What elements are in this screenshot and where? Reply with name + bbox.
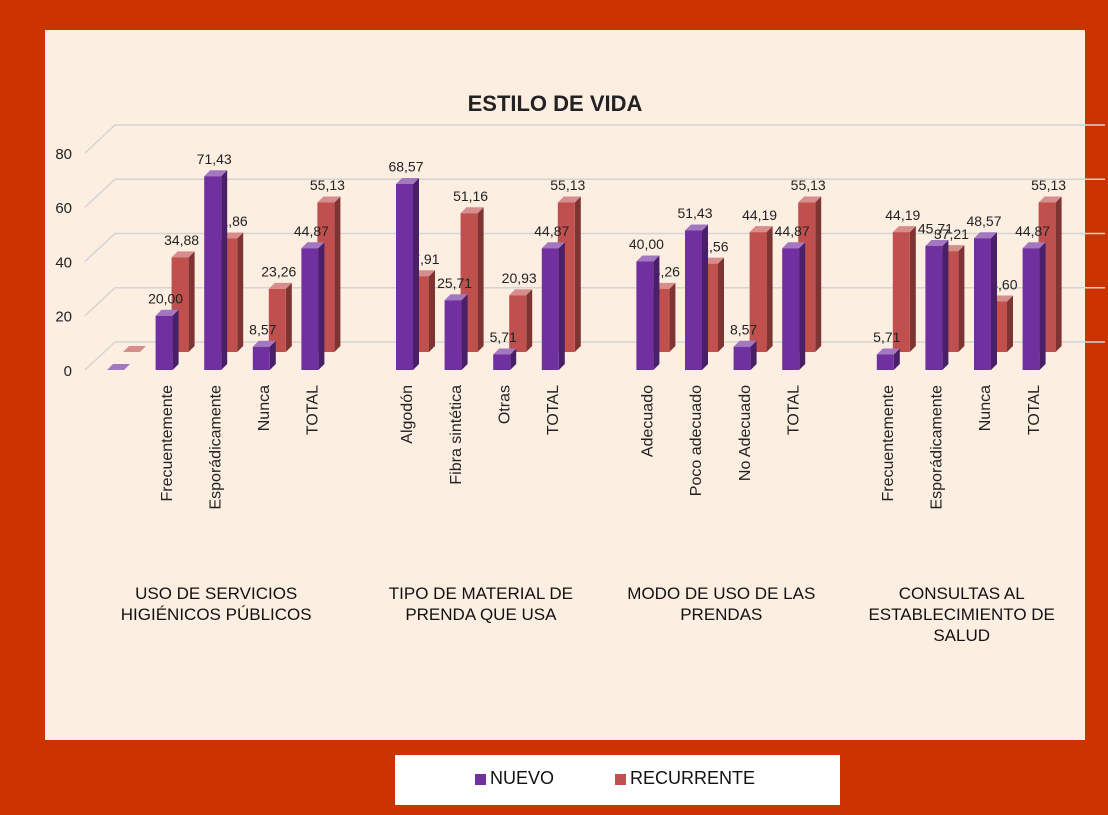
bar — [268, 282, 292, 352]
value-label: 44,87 — [534, 223, 569, 239]
value-label: 44,87 — [775, 223, 810, 239]
x-tick-label: No Adecuado — [737, 385, 754, 481]
bar — [782, 242, 806, 370]
value-label: 23,26 — [261, 264, 296, 280]
bar — [876, 348, 900, 370]
legend-swatch — [475, 774, 486, 785]
value-label: 44,87 — [1015, 223, 1050, 239]
bar — [444, 294, 468, 370]
plot-panel — [45, 30, 1085, 740]
value-label: 51,16 — [453, 188, 488, 204]
x-tick-label: Esporádicamente — [207, 385, 224, 510]
bar — [541, 242, 565, 370]
value-label: 8,57 — [249, 321, 276, 337]
bar — [107, 364, 130, 370]
bar — [123, 346, 146, 352]
bar — [396, 178, 419, 370]
grid-line — [84, 341, 1105, 371]
x-tick-label: TOTAL — [1026, 385, 1043, 435]
x-tick-label: Frecuentemente — [159, 385, 176, 502]
x-tick-label: Nunca — [256, 385, 273, 431]
value-label: 44,19 — [742, 207, 777, 223]
bar — [1022, 242, 1046, 370]
value-label: 40,00 — [629, 236, 664, 252]
bar — [733, 340, 757, 370]
x-tick-label: TOTAL — [545, 385, 562, 435]
value-label: 20,93 — [502, 270, 537, 286]
bar — [974, 232, 997, 370]
value-label: 55,13 — [550, 177, 585, 193]
legend-label: RECURRENTE — [630, 768, 756, 788]
bar — [204, 170, 228, 370]
value-label: 44,19 — [885, 207, 920, 223]
bar — [685, 224, 708, 370]
y-tick-label: 80 — [55, 146, 72, 163]
bar — [252, 340, 276, 370]
group-label: MODO DE USO DE LAS PRENDAS — [627, 584, 816, 624]
grid-line — [84, 287, 1105, 317]
x-tick-label: Algodón — [399, 385, 416, 444]
grid-line — [84, 178, 1105, 208]
y-tick-label: 0 — [64, 363, 72, 380]
bar — [636, 255, 660, 370]
value-label: 45,71 — [918, 221, 953, 237]
bar — [925, 240, 949, 370]
bar — [509, 289, 533, 352]
value-label: 55,13 — [310, 177, 345, 193]
value-label: 48,57 — [966, 213, 1001, 229]
x-tick-label: Frecuentemente — [880, 385, 897, 502]
x-tick-label: TOTAL — [305, 385, 322, 435]
value-label: 44,87 — [294, 223, 329, 239]
legend-swatch — [615, 774, 626, 785]
y-tick-label: 60 — [55, 200, 72, 217]
value-label: 55,13 — [1031, 177, 1066, 193]
legend-label: NUEVO — [490, 768, 555, 788]
value-label: 5,71 — [490, 329, 517, 345]
value-label: 20,00 — [148, 290, 183, 306]
group-label: USO DE SERVICIOS HIGIÉNICOS PÚBLICOS — [120, 584, 312, 624]
x-tick-label: Nunca — [977, 385, 994, 431]
x-tick-label: Adecuado — [640, 385, 657, 457]
value-label: 55,13 — [791, 177, 826, 193]
grid-line — [84, 124, 1105, 154]
group-label: TIPO DE MATERIAL DE PRENDA QUE USA — [388, 584, 573, 624]
bar — [155, 309, 179, 370]
x-tick-label: Otras — [496, 385, 513, 424]
value-label: 34,88 — [164, 232, 199, 248]
group-label: CONSULTAS AL ESTABLECIMIENTO DE SALUD — [868, 584, 1055, 645]
x-tick-label: Poco adecuado — [688, 385, 705, 496]
chart-title: ESTILO DE VIDA — [468, 91, 643, 116]
x-tick-label: TOTAL — [785, 385, 802, 435]
value-label: 68,57 — [388, 159, 423, 175]
value-label: 51,43 — [677, 205, 712, 221]
bar — [892, 226, 916, 352]
value-label: 37,21 — [934, 226, 969, 242]
x-tick-label: Fibra sintética — [448, 385, 465, 485]
x-tick-label: Esporádicamente — [929, 385, 946, 510]
value-label: 25,71 — [437, 275, 472, 291]
bar — [493, 348, 517, 370]
value-label: 8,57 — [730, 321, 757, 337]
grid-line — [84, 232, 1105, 263]
legend: NUEVO RECURRENTE — [395, 755, 840, 805]
y-tick-label: 40 — [55, 254, 72, 271]
value-label: 71,43 — [197, 151, 232, 167]
bar — [301, 242, 325, 370]
value-label: 5,71 — [873, 329, 900, 345]
bar — [749, 226, 773, 352]
y-tick-label: 20 — [55, 309, 72, 326]
